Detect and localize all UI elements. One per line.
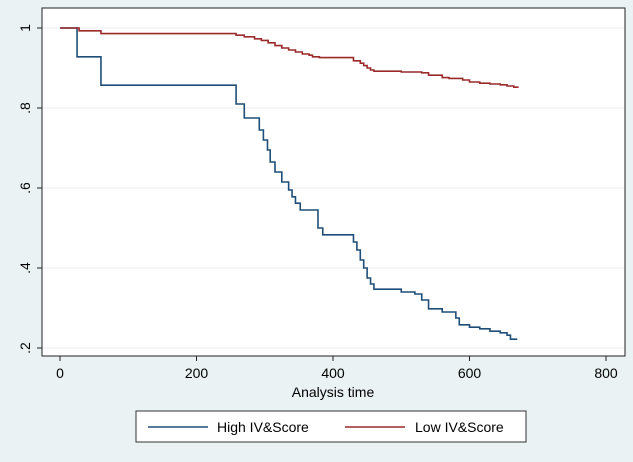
y-tick-label: .8 — [17, 102, 33, 114]
series-layer — [60, 27, 519, 340]
x-axis-title: Analysis time — [292, 384, 375, 400]
plot-area — [42, 8, 625, 356]
axis-layer: .2 .4 .6 .8 1 0 200 400 600 800 — [17, 7, 626, 381]
x-tick-label: 800 — [594, 365, 618, 381]
series-line-high — [60, 27, 518, 340]
y-tick-label: .6 — [17, 182, 33, 194]
y-tick-label: .2 — [17, 342, 33, 354]
x-tick-label: 0 — [56, 365, 64, 381]
grid-layer — [42, 27, 625, 349]
y-tick-label: .4 — [17, 262, 33, 274]
legend-label-low: Low IV&Score — [415, 419, 504, 435]
x-tick-label: 600 — [458, 365, 482, 381]
x-tick-label: 200 — [185, 365, 209, 381]
x-tick-label: 400 — [321, 365, 345, 381]
legend-label-high: High IV&Score — [217, 419, 309, 435]
y-tick-label: 1 — [17, 24, 33, 32]
series-line-low — [60, 27, 519, 88]
legend: High IV&Score Low IV&Score — [135, 410, 527, 443]
